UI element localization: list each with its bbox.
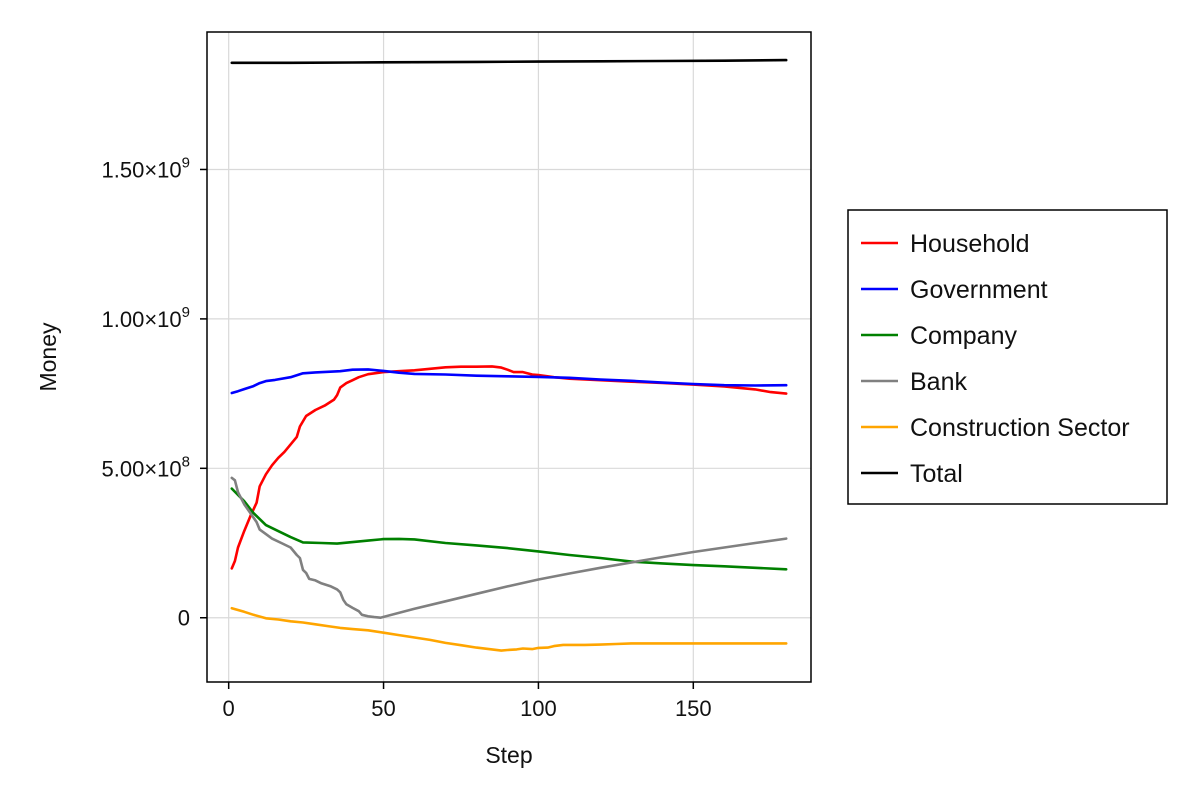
series-line-construction-sector (230, 606, 788, 652)
legend-box (847, 209, 1168, 505)
legend-label-total: Total (910, 460, 963, 488)
series-line-total (230, 58, 788, 65)
x-tick-label: 100 (520, 696, 557, 721)
y-tick-label: 5.00×108 (102, 453, 190, 481)
series-line-bank (230, 476, 788, 619)
y-tick-mantissa: 0 (178, 606, 190, 631)
x-tick-label: 0 (223, 696, 235, 721)
y-tick-mantissa: 1.00×10 (102, 307, 182, 332)
legend-label-bank: Bank (910, 368, 967, 396)
y-tick-label: 0 (178, 606, 190, 631)
y-tick-exponent: 8 (182, 453, 190, 470)
legend-label-household: Household (910, 230, 1030, 258)
x-axis-label: Step (485, 742, 532, 768)
y-tick-label: 1.00×109 (102, 304, 190, 332)
y-tick-mantissa: 1.50×10 (102, 157, 182, 182)
grid (207, 32, 811, 682)
legend-label-company: Company (910, 322, 1017, 350)
y-axis-label: Money (35, 322, 61, 392)
series-line-household (230, 365, 788, 570)
plot-frame (206, 31, 812, 683)
series-lines (230, 58, 788, 652)
y-tick-mantissa: 5.00×10 (102, 456, 182, 481)
series-line-government (230, 368, 788, 395)
y-tick-exponent: 9 (182, 304, 190, 321)
legend-label-construction-sector: Construction Sector (910, 414, 1130, 442)
legend: Household Government Company Bank Constructi… (847, 209, 1168, 505)
legend-label-government: Government (910, 276, 1048, 304)
x-tick-label: 50 (371, 696, 395, 721)
y-tick-exponent: 9 (182, 154, 190, 171)
series-line-company (230, 487, 788, 571)
x-tick-label: 150 (675, 696, 712, 721)
y-tick-label: 1.50×109 (102, 154, 190, 182)
